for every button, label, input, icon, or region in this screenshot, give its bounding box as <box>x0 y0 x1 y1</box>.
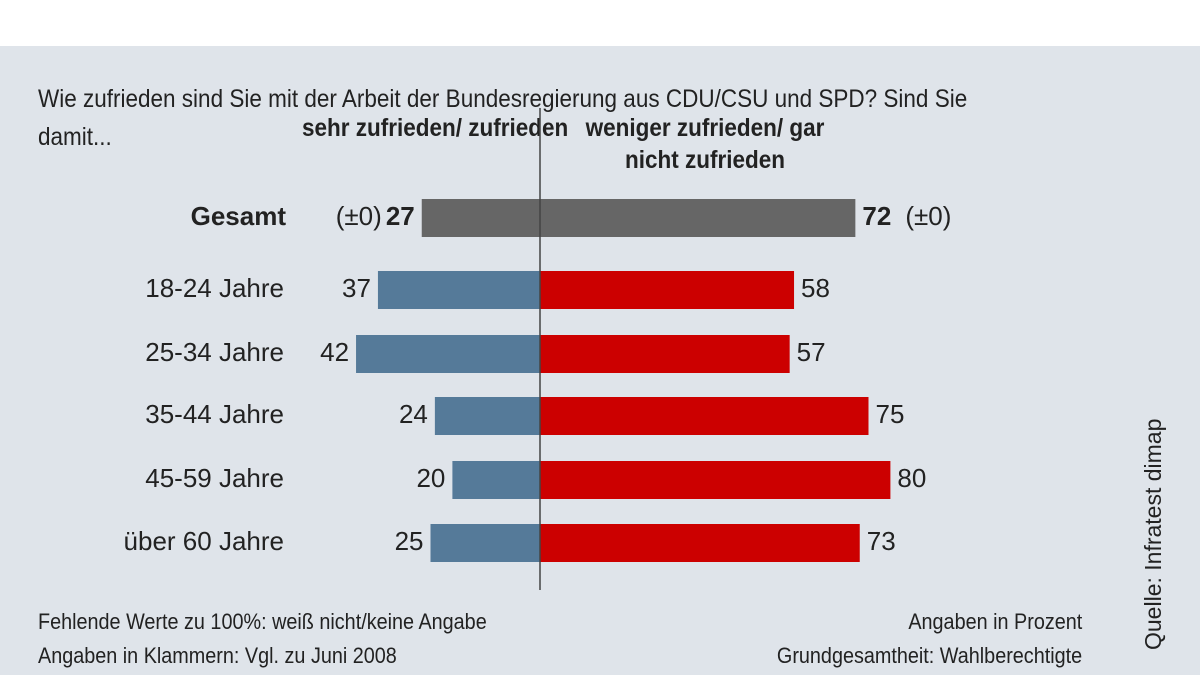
top-strip <box>0 0 1200 46</box>
category-label: 35-44 Jahre <box>145 399 284 429</box>
footnote-brackets: Angaben in Klammern: Vgl. zu Juni 2008 <box>38 643 397 668</box>
value-label-right: 58 <box>801 273 830 303</box>
bar-right <box>540 335 790 373</box>
category-label: 25-34 Jahre <box>145 337 284 367</box>
value-label-left: 37 <box>342 273 371 303</box>
category-label: über 60 Jahre <box>124 526 284 556</box>
question-text: Wie zufrieden sind Sie mit der Arbeit de… <box>38 85 968 151</box>
value-label-left: 42 <box>320 337 349 367</box>
unit-note: Angaben in Prozent <box>908 609 1082 634</box>
bar-left <box>377 271 540 309</box>
bar-left <box>356 335 540 373</box>
bar-right <box>540 271 795 309</box>
category-label: Gesamt <box>191 201 287 231</box>
category-label: 45-59 Jahre <box>145 463 284 493</box>
bar-left <box>421 199 540 237</box>
bar-left <box>434 397 540 435</box>
base-note: Grundgesamtheit: Wahlberechtigte <box>776 643 1082 668</box>
value-label-left: 27 <box>386 201 415 231</box>
legend-right: weniger zufrieden/ gar nicht zufrieden <box>585 114 825 174</box>
category-label: 18-24 Jahre <box>145 273 284 303</box>
value-label-right: 73 <box>867 526 896 556</box>
footnote-missing: Fehlende Werte zu 100%: weiß nicht/keine… <box>38 609 487 634</box>
change-label-right: (±0) <box>905 201 951 231</box>
bar-right <box>540 397 869 435</box>
value-label-right: 75 <box>876 399 905 429</box>
bar-right <box>540 199 856 237</box>
bar-left <box>430 524 540 562</box>
value-label-right: 72 <box>862 201 891 231</box>
source-label: Quelle: Infratest dimap <box>1140 418 1166 650</box>
bar-right <box>540 524 860 562</box>
value-label-right: 80 <box>897 463 926 493</box>
bar-left <box>452 461 540 499</box>
value-label-right: 57 <box>797 337 826 367</box>
change-label-left: (±0) <box>336 201 382 231</box>
value-label-left: 25 <box>395 526 424 556</box>
value-label-left: 24 <box>399 399 428 429</box>
value-label-left: 20 <box>416 463 445 493</box>
bar-right <box>540 461 891 499</box>
